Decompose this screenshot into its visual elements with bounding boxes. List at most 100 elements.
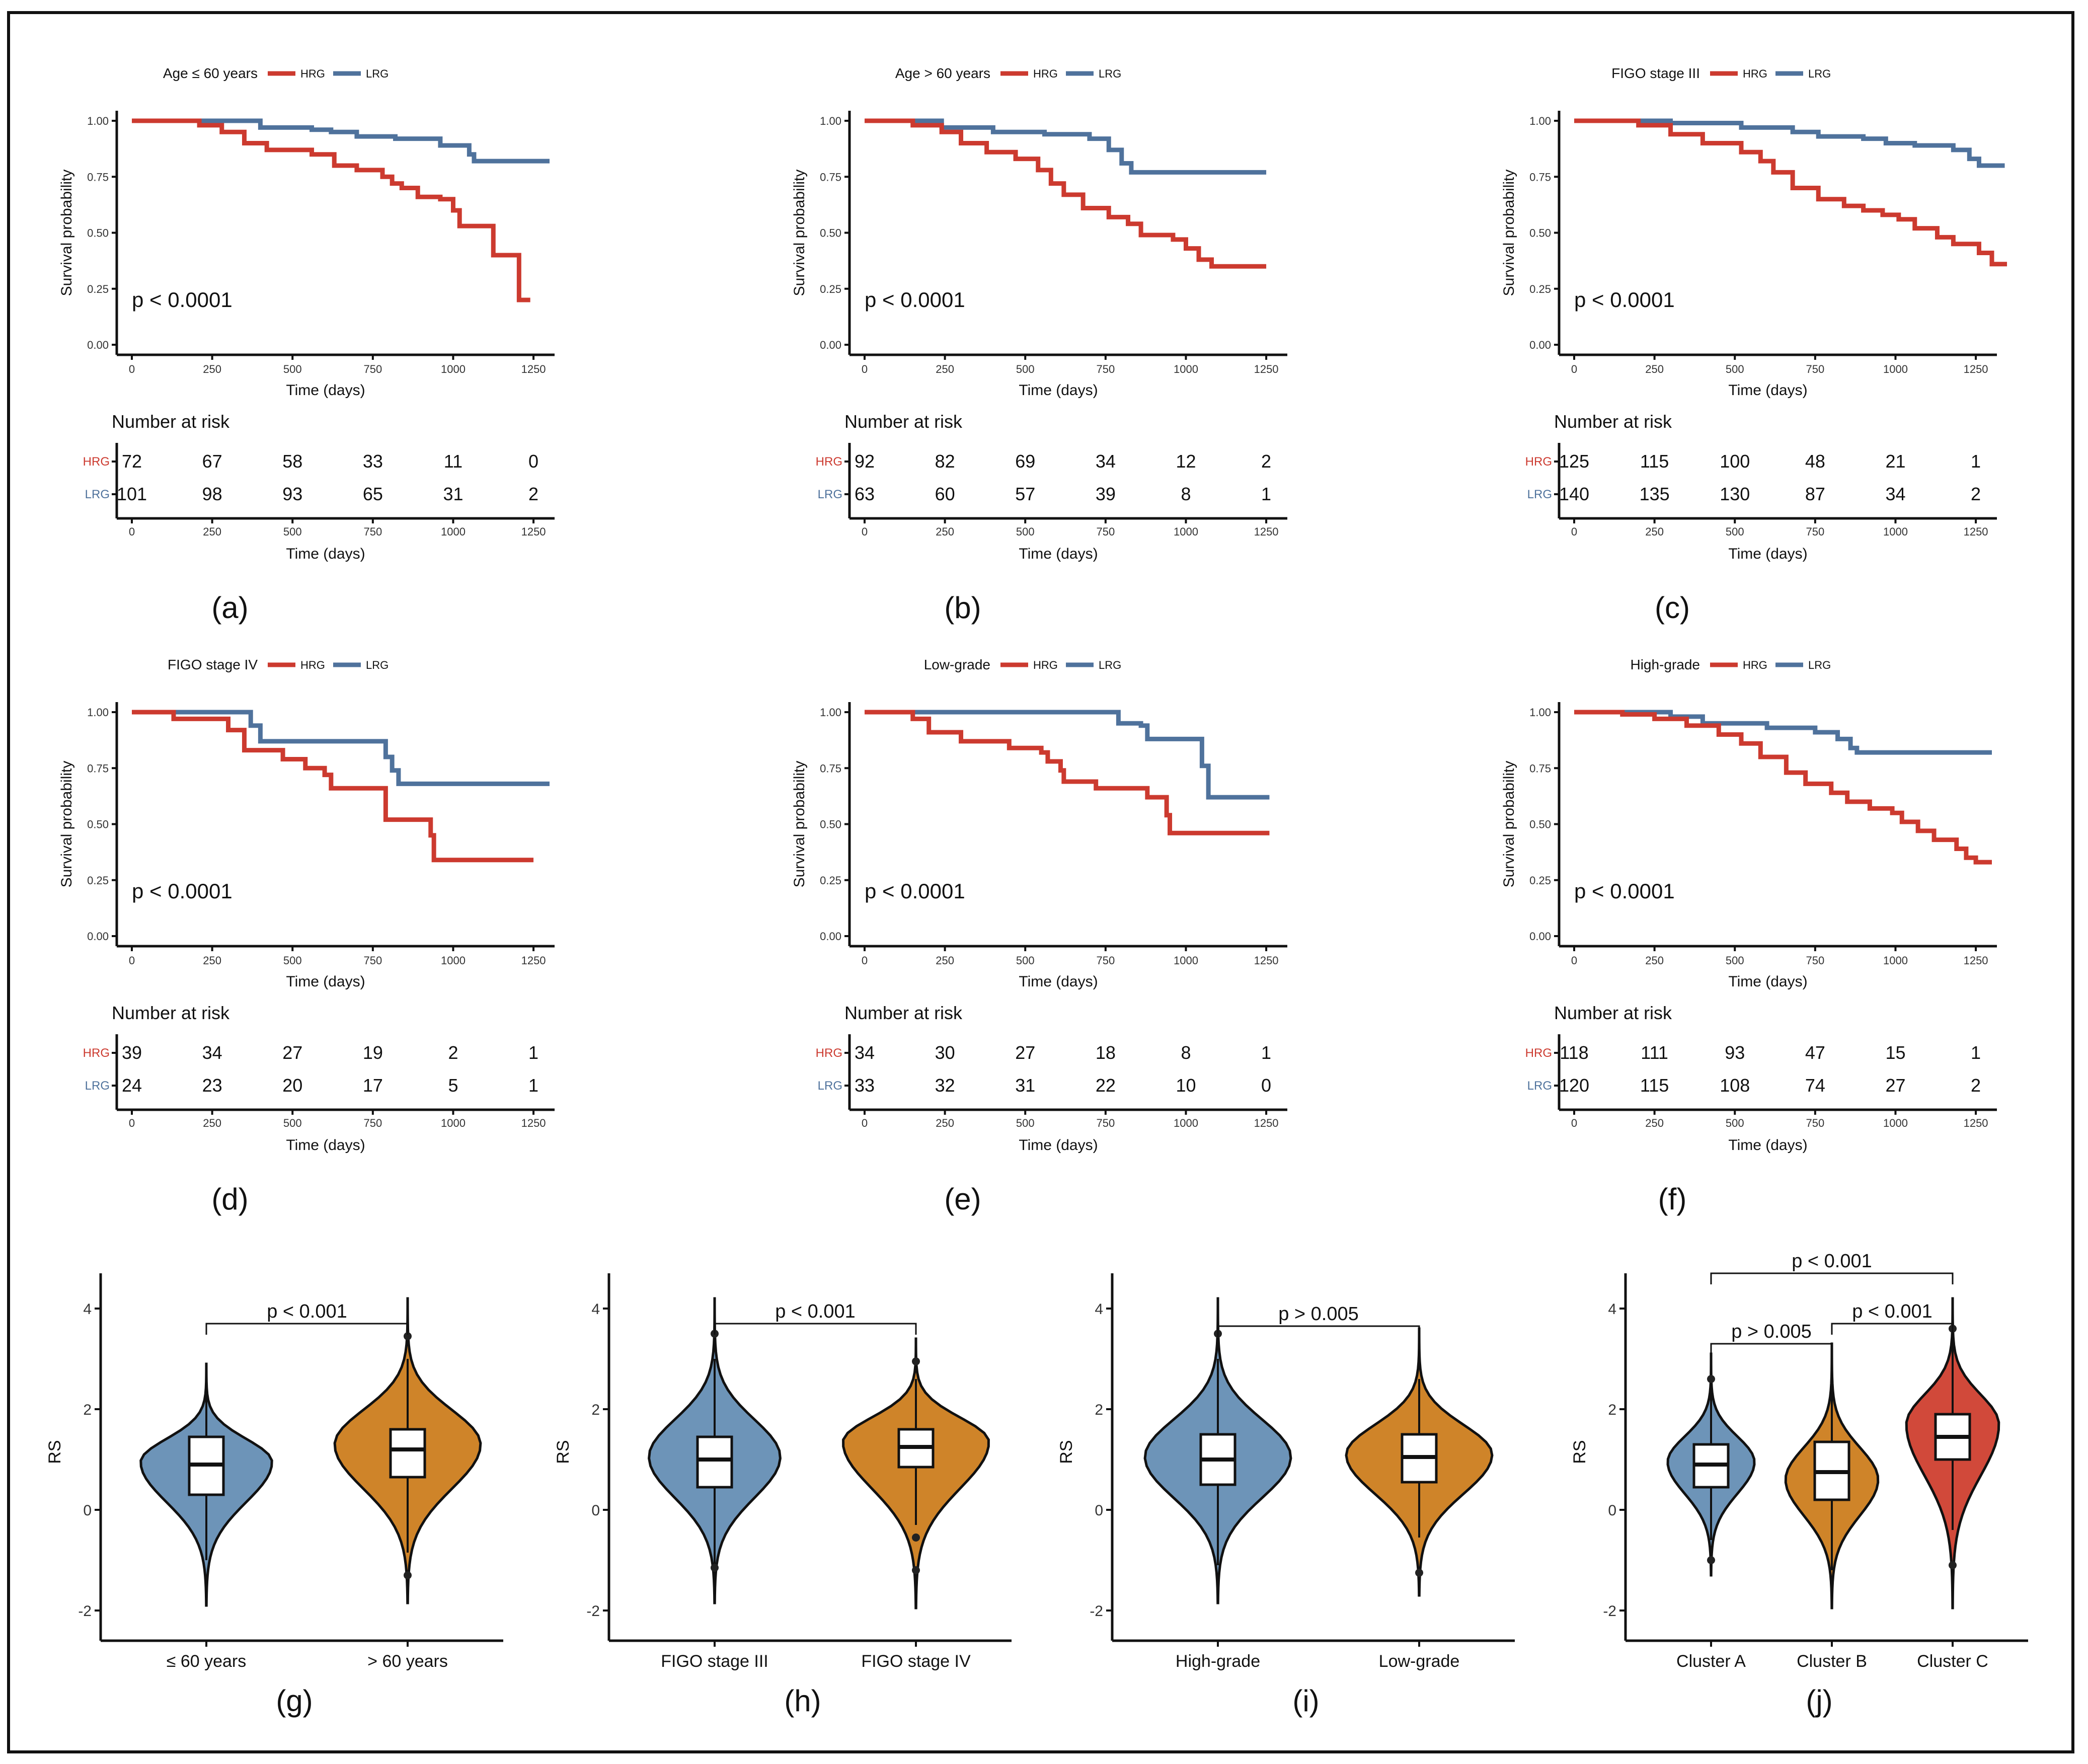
risk-x-axis-label: Time (days) (1728, 1137, 1807, 1154)
x-tick-label: Cluster C (1917, 1652, 1988, 1671)
risk-group-label: LRG (818, 1079, 842, 1093)
significance-label: p < 0.001 (1852, 1301, 1932, 1322)
risk-x-tick-label: 500 (283, 525, 302, 538)
y-tick-label: -2 (1603, 1603, 1616, 1620)
risk-count: 98 (202, 484, 222, 504)
x-tick-label: 1250 (1254, 363, 1279, 375)
y-tick-label: -2 (78, 1603, 92, 1620)
legend-lrg-label: LRG (1808, 67, 1831, 80)
risk-count: 65 (363, 484, 383, 504)
risk-count: 57 (1015, 484, 1035, 504)
risk-x-tick-label: 0 (1571, 1117, 1577, 1129)
risk-count: 18 (1096, 1042, 1116, 1063)
risk-x-tick-label: 1250 (1964, 1117, 1988, 1129)
km-panel-1: Age ≤ 60 years HRG LRG 0.00 0.25 0.50 0.75 1.00… (58, 65, 555, 625)
risk-x-tick-label: 750 (363, 525, 382, 538)
risk-count: 118 (1560, 1042, 1588, 1063)
hrg-survival-curve (865, 710, 1270, 835)
outlier-point (912, 1533, 920, 1542)
y-tick-label: 1.00 (1529, 706, 1551, 719)
y-tick-label: 0.25 (87, 283, 109, 295)
y-tick-label: 2 (83, 1402, 92, 1418)
risk-count: 31 (1015, 1075, 1035, 1096)
panel-label: (b) (944, 591, 981, 625)
x-tick-label: 1000 (1174, 954, 1198, 967)
risk-x-tick-label: 500 (1016, 525, 1035, 538)
panel-label: (h) (784, 1684, 821, 1718)
km-panel-5: Low-grade HRG LRG 0.00 0.25 0.50 0.75 1.00 0 250 5… (791, 657, 1287, 1216)
y-tick-label: 0 (83, 1502, 92, 1519)
y-tick-label: 2 (591, 1402, 600, 1418)
panel-label: (f) (1658, 1182, 1687, 1216)
risk-x-tick-label: 1000 (441, 1117, 466, 1129)
risk-count: 87 (1805, 484, 1825, 504)
x-tick-label: 750 (363, 954, 382, 967)
significance-label: p < 0.001 (1792, 1251, 1872, 1272)
risk-table: Number at risk HRG 118 111 93 47 15 1 LRG 120 115 1… (1525, 1003, 1997, 1154)
x-tick-label: FIGO stage IV (861, 1652, 971, 1671)
violin-panel-3: -2 0 2 4 RS High-grade Low-grade p > 0.005 (i) (1057, 1273, 1515, 1718)
risk-table: Number at risk HRG 72 67 58 33 11 0 LRG 101 98 93 65… (83, 411, 555, 562)
p-value: p < 0.0001 (132, 288, 233, 312)
risk-x-tick-label: 250 (936, 525, 954, 538)
y-tick-label: 0 (591, 1502, 600, 1519)
risk-x-tick-label: 500 (1016, 1117, 1035, 1129)
p-value: p < 0.0001 (865, 288, 965, 312)
risk-count: 8 (1181, 1042, 1191, 1063)
risk-count: 12 (1176, 451, 1196, 472)
legend-hrg-label: HRG (1743, 67, 1767, 80)
y-tick-label: 0.75 (87, 171, 109, 183)
risk-count: 33 (855, 1075, 875, 1096)
risk-x-tick-label: 1250 (521, 1117, 546, 1129)
y-tick-label: 2 (1608, 1402, 1616, 1418)
significance-label: p < 0.001 (267, 1301, 347, 1322)
outlier-point (404, 1571, 412, 1579)
y-tick-label: 0.25 (1529, 874, 1551, 887)
y-tick-label: 2 (1095, 1402, 1103, 1418)
x-tick-label: 250 (203, 363, 221, 375)
legend-title: Age > 60 years (895, 65, 990, 81)
hrg-survival-curve (132, 118, 530, 302)
significance-bracket (205, 1323, 409, 1335)
x-tick-label: FIGO stage III (661, 1652, 768, 1671)
x-tick-label: 1250 (1254, 954, 1279, 967)
risk-group-label: LRG (1527, 1079, 1552, 1093)
risk-x-tick-label: 250 (936, 1117, 954, 1129)
y-tick-label: 4 (1608, 1301, 1616, 1318)
y-tick-label: 4 (83, 1301, 92, 1318)
x-tick-label: 500 (1726, 954, 1744, 967)
x-tick-label: 500 (283, 954, 302, 967)
risk-count: 23 (202, 1075, 222, 1096)
x-tick-label: 250 (1645, 954, 1664, 967)
risk-count: 82 (935, 451, 955, 472)
legend-lrg-label: LRG (366, 659, 389, 671)
risk-count: 27 (282, 1042, 302, 1063)
x-axis-label: Time (days) (286, 973, 365, 990)
outlier-point (912, 1566, 920, 1574)
panel-label: (i) (1292, 1684, 1319, 1718)
x-tick-label: 1000 (441, 363, 466, 375)
y-axis-label: RS (1570, 1440, 1589, 1464)
risk-count: 48 (1805, 451, 1825, 472)
legend: FIGO stage III HRG LRG (1611, 65, 1831, 81)
risk-count: 1 (528, 1075, 538, 1096)
violin-group: FIGO stage IV (842, 1337, 990, 1671)
x-tick-label: 1250 (1964, 954, 1988, 967)
hrg-survival-curve (1574, 118, 2007, 267)
y-tick-label: 0.75 (1529, 762, 1551, 775)
legend-hrg-label: HRG (1743, 659, 1767, 671)
x-axis-label: Time (days) (1019, 382, 1098, 399)
violin-group: Cluster B (1784, 1342, 1880, 1671)
risk-x-tick-label: 1250 (521, 525, 546, 538)
violin-group: ≤ 60 years (139, 1362, 273, 1671)
risk-x-tick-label: 750 (1806, 1117, 1824, 1129)
x-axis-label: Time (days) (1728, 382, 1807, 399)
p-value: p < 0.0001 (865, 879, 965, 903)
risk-count: 135 (1640, 484, 1670, 504)
risk-x-tick-label: 750 (363, 1117, 382, 1129)
risk-count: 125 (1559, 451, 1589, 472)
x-tick-label: 500 (1726, 363, 1744, 375)
outlier-point (1707, 1556, 1715, 1564)
risk-x-axis-label: Time (days) (1019, 1137, 1098, 1154)
y-tick-label: 0.00 (820, 339, 841, 351)
